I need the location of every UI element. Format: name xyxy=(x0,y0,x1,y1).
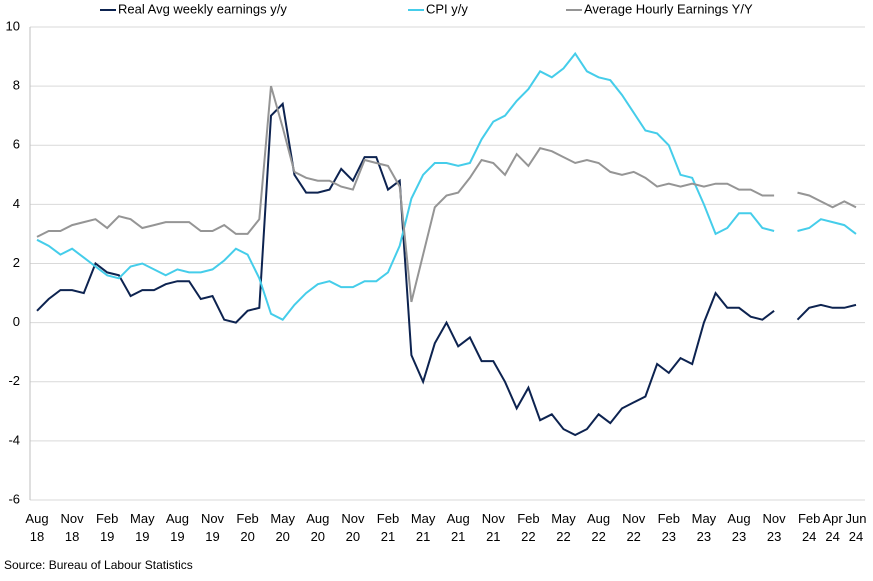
x-tick-label-part: 24 xyxy=(849,529,863,544)
x-tick-label-part: 22 xyxy=(521,529,535,544)
x-tick-label-part: 21 xyxy=(486,529,500,544)
x-tick-label-part: Aug xyxy=(447,511,470,526)
x-tick-label: May 21 xyxy=(411,511,436,544)
x-tick-label-part: 21 xyxy=(451,529,465,544)
x-tick-label: Jun 24 xyxy=(846,511,867,544)
x-tick-label-part: 19 xyxy=(205,529,219,544)
x-tick-label: Apr 24 xyxy=(822,511,843,544)
x-tick-label-part: 19 xyxy=(100,529,114,544)
x-tick-label-part: 21 xyxy=(416,529,430,544)
y-tick-label: 2 xyxy=(13,255,20,270)
x-tick-label: Nov 23 xyxy=(763,511,787,544)
x-tick-label: Feb 23 xyxy=(658,511,680,544)
x-tick-label-part: Feb xyxy=(377,511,399,526)
x-tick-label-part: 20 xyxy=(240,529,254,544)
x-tick-label: Aug 22 xyxy=(587,511,610,544)
x-tick-label-part: 23 xyxy=(697,529,711,544)
x-tick-label-part: May xyxy=(692,511,717,526)
x-tick-label-part: 21 xyxy=(381,529,395,544)
y-tick-label: -2 xyxy=(8,373,20,388)
x-tick-label-part: 22 xyxy=(626,529,640,544)
x-tick-label-part: 23 xyxy=(732,529,746,544)
x-tick-label-part: Nov xyxy=(201,511,225,526)
x-tick-label-part: 23 xyxy=(662,529,676,544)
x-tick-label: Feb 20 xyxy=(236,511,258,544)
y-tick-label: 6 xyxy=(13,137,20,152)
y-tick-label: -4 xyxy=(8,432,20,447)
x-tick-label-part: 19 xyxy=(170,529,184,544)
x-tick-label: Feb 24 xyxy=(798,511,820,544)
x-tick-label-part: Nov xyxy=(482,511,506,526)
x-tick-label: Aug 23 xyxy=(727,511,750,544)
x-tick-label-part: Feb xyxy=(236,511,258,526)
x-tick-label-part: Nov xyxy=(341,511,365,526)
legend-label: Real Avg weekly earnings y/y xyxy=(118,1,287,16)
x-tick-label: May 23 xyxy=(692,511,717,544)
x-tick-label-part: 20 xyxy=(346,529,360,544)
x-tick-label-part: 18 xyxy=(65,529,79,544)
x-tick-label-part: Nov xyxy=(763,511,787,526)
x-tick-label: Aug 19 xyxy=(166,511,189,544)
x-tick-label-part: Apr xyxy=(822,511,843,526)
x-tick-label-part: Feb xyxy=(798,511,820,526)
legend-label: CPI y/y xyxy=(426,1,468,16)
y-tick-label: 0 xyxy=(13,314,20,329)
x-tick-label-part: Nov xyxy=(61,511,85,526)
x-tick-label-part: Aug xyxy=(306,511,329,526)
series-line xyxy=(36,101,857,437)
x-tick-label: Nov 22 xyxy=(622,511,646,544)
x-tick-label-part: 24 xyxy=(802,529,816,544)
x-tick-label-part: May xyxy=(270,511,295,526)
x-tick-label-part: 24 xyxy=(825,529,839,544)
x-tick-label: Aug 18 xyxy=(25,511,48,544)
x-tick-label: Nov 21 xyxy=(482,511,506,544)
x-tick-label-part: Aug xyxy=(587,511,610,526)
x-tick-label-part: 22 xyxy=(556,529,570,544)
x-tick-label: Aug 20 xyxy=(306,511,329,544)
x-tick-label-part: 20 xyxy=(311,529,325,544)
x-tick-label: Feb 19 xyxy=(96,511,118,544)
x-tick-label-part: Aug xyxy=(25,511,48,526)
x-tick-label-part: Aug xyxy=(727,511,750,526)
x-tick-label-part: Feb xyxy=(517,511,539,526)
x-tick-label: Nov 20 xyxy=(341,511,365,544)
x-tick-label-part: 22 xyxy=(591,529,605,544)
x-tick-label-part: May xyxy=(551,511,576,526)
x-tick-label: May 22 xyxy=(551,511,576,544)
x-tick-label-part: May xyxy=(411,511,436,526)
x-tick-label: Nov 18 xyxy=(61,511,85,544)
series-line xyxy=(36,51,857,321)
x-tick-label: May 19 xyxy=(130,511,155,544)
y-tick-label: -6 xyxy=(8,491,20,506)
x-tick-label-part: Feb xyxy=(658,511,680,526)
x-tick-label-part: Nov xyxy=(622,511,646,526)
y-tick-label: 8 xyxy=(13,78,20,93)
x-tick-label-part: 23 xyxy=(767,529,781,544)
x-tick-label-part: Jun xyxy=(846,511,867,526)
x-tick-label: Feb 22 xyxy=(517,511,539,544)
x-tick-label: Feb 21 xyxy=(377,511,399,544)
x-tick-label: Aug 21 xyxy=(447,511,470,544)
x-tick-label: Nov 19 xyxy=(201,511,225,544)
x-tick-label-part: Aug xyxy=(166,511,189,526)
x-tick-label-part: May xyxy=(130,511,155,526)
legend-label: Average Hourly Earnings Y/Y xyxy=(584,1,753,16)
x-tick-label: May 20 xyxy=(270,511,295,544)
x-tick-label-part: 19 xyxy=(135,529,149,544)
y-tick-label: 10 xyxy=(6,18,20,33)
y-tick-label: 4 xyxy=(13,196,20,211)
x-tick-label-part: 18 xyxy=(30,529,44,544)
x-tick-label-part: Feb xyxy=(96,511,118,526)
series-line xyxy=(36,85,857,303)
x-tick-label-part: 20 xyxy=(275,529,289,544)
source-note: Source: Bureau of Labour Statistics xyxy=(4,558,193,572)
